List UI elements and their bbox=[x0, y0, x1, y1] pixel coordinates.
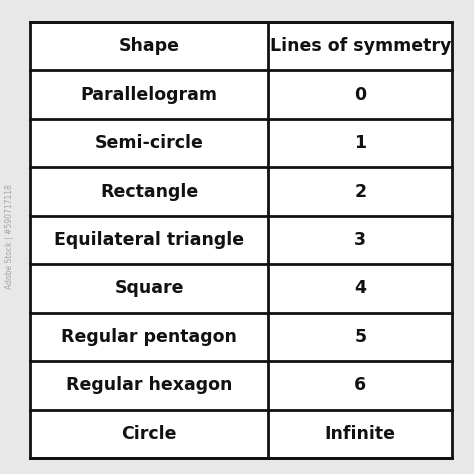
Bar bbox=[30, 22, 452, 458]
Text: Adobe Stock | #590717118: Adobe Stock | #590717118 bbox=[6, 185, 15, 289]
Text: Square: Square bbox=[114, 280, 184, 298]
Text: Regular pentagon: Regular pentagon bbox=[61, 328, 237, 346]
Text: Rectangle: Rectangle bbox=[100, 182, 198, 201]
Text: 1: 1 bbox=[354, 134, 366, 152]
Text: Equilateral triangle: Equilateral triangle bbox=[54, 231, 244, 249]
Text: 6: 6 bbox=[354, 376, 366, 394]
Text: 4: 4 bbox=[354, 280, 366, 298]
Text: 3: 3 bbox=[354, 231, 366, 249]
Text: Semi-circle: Semi-circle bbox=[95, 134, 204, 152]
Text: Shape: Shape bbox=[118, 37, 180, 55]
Text: Parallelogram: Parallelogram bbox=[81, 86, 218, 104]
Text: 5: 5 bbox=[354, 328, 366, 346]
Bar bbox=[30, 22, 452, 458]
Text: Circle: Circle bbox=[121, 425, 177, 443]
Text: Lines of symmetry: Lines of symmetry bbox=[270, 37, 451, 55]
Text: Regular hexagon: Regular hexagon bbox=[66, 376, 232, 394]
Text: 2: 2 bbox=[354, 182, 366, 201]
Text: 0: 0 bbox=[354, 86, 366, 104]
Text: Infinite: Infinite bbox=[325, 425, 396, 443]
